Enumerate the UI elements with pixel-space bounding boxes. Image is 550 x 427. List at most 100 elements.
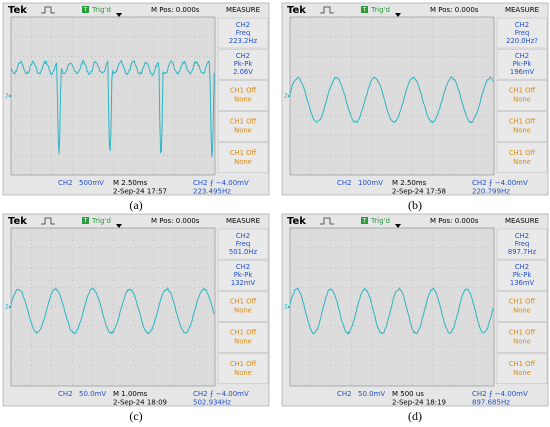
measure-text: CH2 xyxy=(515,21,529,29)
scope-panel: Tek T Trig'd M Pos: 0.000s MEASURE2▸CH2Freq2… xyxy=(281,2,549,212)
channel-marker: 2▸ xyxy=(5,304,12,311)
waveform xyxy=(289,287,494,336)
trigger-level: CH2 ⨍ −4.00mV xyxy=(472,390,528,398)
measure-box xyxy=(217,111,269,142)
measure-text: None xyxy=(234,306,252,314)
time-scale: M 2.50ms xyxy=(392,179,427,187)
measure-text: Pk-Pk xyxy=(234,60,253,68)
measure-box xyxy=(217,259,269,291)
measure-text: Pk-Pk xyxy=(513,271,532,279)
measure-text: 897.7Hz xyxy=(508,248,537,256)
measure-text: None xyxy=(513,95,531,103)
date: 2-Sep-24 17:57 xyxy=(113,188,167,196)
volt-scale: 100mV xyxy=(358,179,383,187)
measure-text: None xyxy=(234,338,252,346)
measure-box xyxy=(496,353,548,385)
scope-panel: Tek T Trig'd M Pos: 0.000s MEASURE2▸CH2Freq2… xyxy=(2,2,270,212)
measure-text: None xyxy=(234,127,252,135)
trigger-level: CH2 ⨍ −4.00mV xyxy=(193,179,249,187)
date: 2-Sep-24 17:58 xyxy=(392,188,446,196)
measure-text: CH2 xyxy=(236,263,250,271)
brand: Tek xyxy=(287,216,306,227)
trigger-level: CH2 ⨍ −4.00mV xyxy=(193,390,249,398)
measure-text: None xyxy=(234,95,252,103)
scope-panel: Tek T Trig'd M Pos: 0.000s MEASURE2▸CH2Freq5… xyxy=(2,213,270,423)
graticule-border xyxy=(10,16,216,176)
trigger-marker xyxy=(116,224,122,228)
measure-text: CH1 Off xyxy=(230,297,257,305)
caption: (c) xyxy=(129,409,142,423)
date: 2-Sep-24 18:09 xyxy=(113,399,167,407)
measure-text: None xyxy=(234,158,252,166)
caption: (d) xyxy=(408,409,422,423)
measure-box xyxy=(217,80,269,111)
measure-text: Pk-Pk xyxy=(234,271,253,279)
measure-text: CH2 xyxy=(236,52,250,60)
measure-text: Pk-Pk xyxy=(513,60,532,68)
waveform xyxy=(10,287,215,336)
measure-box xyxy=(496,142,548,174)
measure-text: Freq xyxy=(515,240,530,248)
channel-marker: 2▸ xyxy=(5,93,12,100)
measure-box xyxy=(496,17,548,49)
pulse-icon xyxy=(320,217,334,225)
measure-title: MEASURE xyxy=(226,217,260,225)
graticule-bg xyxy=(11,17,215,175)
measure-box xyxy=(496,111,548,142)
measure-box xyxy=(496,228,548,260)
measure-text: CH1 Off xyxy=(230,360,257,368)
volt-scale: 500mV xyxy=(79,179,104,187)
trig-state: Trig'd xyxy=(91,6,111,14)
volt-scale: 50.0mV xyxy=(358,390,385,398)
measure-box xyxy=(217,142,269,174)
channel: CH2 xyxy=(337,390,352,398)
measure-text: Freq xyxy=(236,29,251,37)
measure-text: CH2 xyxy=(515,232,529,240)
channel: CH2 xyxy=(58,390,73,398)
measure-box xyxy=(217,353,269,385)
measure-text: CH1 Off xyxy=(230,86,257,94)
trig-box xyxy=(361,6,368,13)
trig-state: Trig'd xyxy=(370,6,390,14)
measure-text: None xyxy=(513,158,531,166)
caption: (a) xyxy=(129,198,142,212)
scope-panel: Tek T Trig'd M Pos: 0.000s MEASURE2▸CH2Freq8… xyxy=(281,213,549,423)
measure-text: CH1 Off xyxy=(509,118,536,126)
trigger-marker xyxy=(395,224,401,228)
time-scale: M 500 us xyxy=(392,390,424,398)
pulse-icon xyxy=(41,217,55,225)
channel: CH2 xyxy=(58,179,73,187)
measure-box xyxy=(496,80,548,111)
time-scale: M 1.00ms xyxy=(113,390,148,398)
brand: Tek xyxy=(8,216,27,227)
freq-readout: 223.495Hz xyxy=(193,188,231,196)
measure-box xyxy=(496,259,548,291)
measure-text: None xyxy=(513,306,531,314)
graticule-border xyxy=(289,16,495,176)
waveform xyxy=(289,76,494,124)
measure-text: CH1 Off xyxy=(509,329,536,337)
brand: Tek xyxy=(287,5,306,16)
measure-text: CH1 Off xyxy=(230,329,257,337)
measure-text: 2.06V xyxy=(233,68,253,76)
trigger-marker xyxy=(395,13,401,17)
caption: (b) xyxy=(408,198,422,212)
trig-state: Trig'd xyxy=(370,217,390,225)
graticule-bg xyxy=(11,228,215,386)
measure-text: CH2 xyxy=(236,232,250,240)
brand: Tek xyxy=(8,5,27,16)
graticule-border xyxy=(10,227,216,387)
channel-marker: 2▸ xyxy=(284,93,291,100)
channel: CH2 xyxy=(337,179,352,187)
measure-box xyxy=(496,48,548,80)
measure-box xyxy=(496,322,548,353)
measure-box xyxy=(217,228,269,260)
time-position: M Pos: 0.000s xyxy=(430,217,479,225)
trig-icon: T xyxy=(362,7,367,14)
channel-marker: 2▸ xyxy=(284,304,291,311)
measure-text: CH2 xyxy=(236,21,250,29)
time-scale: M 2.50ms xyxy=(113,179,148,187)
trigger-marker xyxy=(116,13,122,17)
pulse-icon xyxy=(320,6,334,14)
